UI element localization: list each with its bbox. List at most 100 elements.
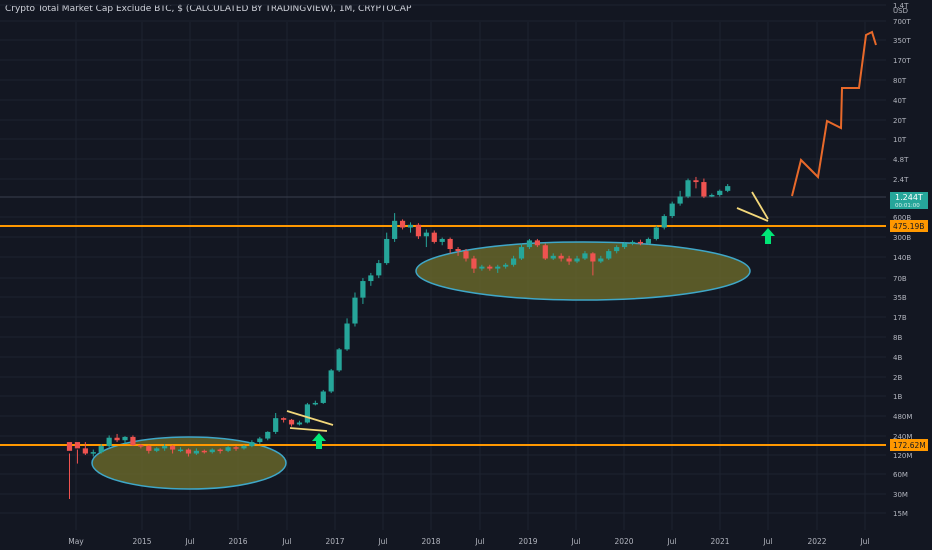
y-tick-label: 17B	[893, 314, 907, 322]
y-tick-label: 240M	[893, 433, 912, 441]
projection-path	[791, 30, 877, 197]
x-tick-label: Jul	[184, 537, 194, 546]
x-tick-label: 2017	[325, 537, 344, 546]
candle-body	[122, 436, 128, 441]
breakout-arrow-2016	[312, 433, 326, 449]
y-tick-label: 2B	[893, 374, 902, 382]
candle-body	[550, 255, 556, 259]
candle-body	[225, 447, 231, 451]
candle-body	[154, 448, 160, 451]
y-tick-label: 15M	[893, 510, 908, 518]
candle-body	[637, 241, 644, 244]
candle-body	[518, 247, 525, 259]
y-tick-label: 300B	[893, 234, 911, 242]
candle-body	[185, 449, 192, 454]
y-tick-label: 480M	[893, 413, 912, 421]
x-tick-label: Jul	[377, 537, 387, 546]
y-tick-label: 4B	[893, 354, 902, 362]
y-tick-label: 35B	[893, 294, 907, 302]
candle-body	[606, 251, 612, 259]
y-tick-label: 700T	[893, 18, 911, 26]
candle-body	[526, 240, 533, 248]
candle-body	[510, 258, 517, 265]
candle-body	[209, 449, 215, 453]
candle-body	[352, 297, 358, 324]
candle-body	[629, 241, 636, 244]
x-tick-label: Jul	[281, 537, 291, 546]
accumulation-zone-2019	[415, 241, 751, 301]
candle-body	[74, 442, 81, 449]
candle-body	[566, 258, 572, 262]
candle-body	[296, 422, 303, 425]
candle-body	[233, 447, 239, 449]
price-axis-bg	[886, 0, 932, 550]
candle-body	[717, 190, 723, 195]
y-tick-label: 1B	[893, 393, 902, 401]
y-tick-label: 70B	[893, 275, 907, 283]
x-tick-label: 2015	[132, 537, 151, 546]
candle-body	[431, 232, 437, 242]
candle-body	[169, 446, 176, 450]
candle-body	[653, 227, 659, 239]
x-tick-label: Jul	[666, 537, 676, 546]
candle-body	[685, 180, 691, 197]
y-tick-label: 10T	[893, 136, 907, 144]
last-price-countdown: 00:01:00	[895, 203, 920, 209]
wedge-line-2021-top	[751, 191, 769, 220]
candle-body	[661, 216, 667, 228]
candle-body	[249, 442, 255, 447]
y-tick-label: 60M	[893, 471, 908, 479]
x-tick-label: Jul	[474, 537, 484, 546]
candle-body	[479, 266, 485, 269]
x-tick-label: 2018	[421, 537, 440, 546]
candle-body	[534, 240, 540, 246]
candle-body	[288, 419, 295, 425]
candle-body	[399, 220, 406, 228]
x-tick-label: Jul	[570, 537, 580, 546]
candle-body	[177, 449, 184, 452]
candle-body	[574, 258, 580, 262]
candle-body	[701, 182, 707, 197]
candle-body	[423, 232, 429, 237]
candle-body	[336, 349, 342, 371]
lower-level-value: 172.62M	[893, 441, 926, 450]
candle-body	[598, 258, 604, 262]
y-tick-label: 30M	[893, 491, 908, 499]
lower-level-badge	[890, 439, 928, 451]
y-tick-label: 170T	[893, 57, 911, 65]
x-tick-label: 2021	[710, 537, 729, 546]
candle-body	[645, 238, 651, 244]
candle-body	[590, 253, 596, 262]
candle-body	[368, 275, 374, 282]
candle-body	[463, 251, 469, 259]
y-tick-label: 40T	[893, 97, 907, 105]
candle-body	[455, 249, 461, 252]
candle-body	[392, 220, 398, 239]
candle-body	[265, 431, 271, 439]
candle-body	[582, 253, 588, 259]
candle-body	[82, 448, 88, 454]
candle-body	[487, 266, 493, 269]
wedge-line-2016-top	[286, 410, 334, 426]
chart-title: Crypto Total Market Cap Exclude BTC, $ (…	[5, 4, 412, 14]
y-tick-label: 20T	[893, 117, 907, 125]
candle-body	[558, 255, 564, 259]
accumulation-zone-2015	[91, 436, 287, 490]
x-tick-label: 2019	[518, 537, 537, 546]
candle-body	[312, 402, 318, 405]
x-tick-label: 2016	[228, 537, 247, 546]
upper-level-value: 475.19B	[893, 222, 924, 231]
candle-body	[146, 446, 152, 451]
candle-body	[447, 238, 453, 250]
candle-body	[503, 264, 509, 267]
candle-body	[201, 450, 207, 453]
y-tick-label: 8B	[893, 334, 902, 342]
candle-body	[344, 323, 350, 350]
x-tick-label: 2022	[807, 537, 826, 546]
candle-body	[439, 238, 445, 242]
currency-label: USD	[893, 7, 908, 15]
candle-body	[281, 418, 287, 420]
candle-body	[415, 224, 422, 237]
candle-body	[217, 449, 223, 452]
